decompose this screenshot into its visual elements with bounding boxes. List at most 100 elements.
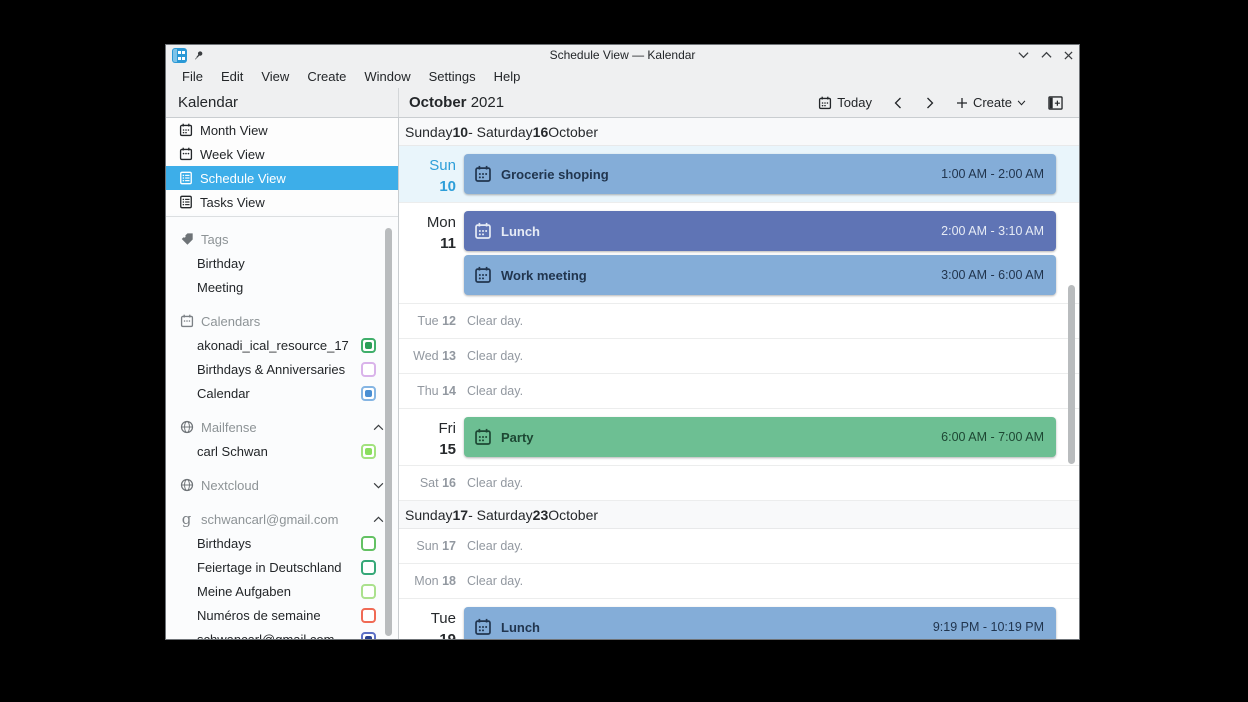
day-row-mon-11: Mon 11 Lunch 2:00 AM - 3:10 AM	[399, 203, 1079, 304]
header-bar: Kalendar October 2021 Today	[166, 88, 1079, 118]
clear-day-label: Clear day.	[467, 574, 524, 588]
day-row-thu-14: Thu 14 Clear day.	[399, 374, 1079, 409]
window-title: Schedule View — Kalendar	[549, 48, 696, 62]
calendar-item-birthdays[interactable]: Birthdays	[166, 531, 398, 555]
calendar-item-numeros[interactable]: Numéros de semaine	[166, 603, 398, 627]
minimize-button[interactable]	[1018, 51, 1029, 59]
event-title: Party	[501, 429, 534, 445]
menu-file[interactable]: File	[182, 69, 203, 84]
section-tags[interactable]: Tags	[166, 227, 398, 251]
sidebar-title: Kalendar	[166, 88, 399, 117]
week-header-text: Sunday	[405, 506, 453, 523]
menu-help[interactable]: Help	[493, 69, 521, 84]
calendar-label: Calendar	[197, 385, 250, 401]
today-button[interactable]: Today	[812, 92, 878, 113]
sidebar-item-schedule-view[interactable]: Schedule View	[166, 166, 398, 190]
chevron-right-icon	[927, 97, 934, 108]
calendar-item-birthdays-anniversaries[interactable]: Birthdays & Anniversaries	[166, 357, 398, 381]
menu-create[interactable]: Create	[307, 69, 347, 84]
schedule-scrollbar[interactable]	[1068, 285, 1075, 464]
sidebar-item-label: Week View	[200, 146, 265, 162]
tag-item-meeting[interactable]: Meeting	[166, 275, 398, 299]
panel-icon	[1048, 95, 1063, 110]
tag-item-birthday[interactable]: Birthday	[166, 251, 398, 275]
event-title: Lunch	[501, 223, 540, 239]
calendar-item-akonadi[interactable]: akonadi_ical_resource_17	[166, 333, 398, 357]
chevron-up-icon[interactable]	[373, 515, 384, 523]
kalendar-window: Schedule View — Kalendar File Edit View …	[165, 44, 1080, 640]
clear-day-label: Clear day.	[467, 384, 524, 398]
section-mailfense[interactable]: Mailfense	[166, 415, 398, 439]
section-calendars[interactable]: Calendars	[166, 309, 398, 333]
calendar-label: carl Schwan	[197, 443, 268, 459]
chevron-up-icon[interactable]	[373, 423, 384, 431]
checkbox-checked[interactable]	[361, 337, 376, 353]
day-label: Sat 16	[419, 476, 456, 490]
event-work-meeting[interactable]: Work meeting 3:00 AM - 6:00 AM	[464, 255, 1056, 295]
calendar-label: Feiertage in Deutschland	[197, 559, 342, 575]
event-time: 9:19 PM - 10:19 PM	[932, 620, 1044, 634]
calendar-item-calendar[interactable]: Calendar	[166, 381, 398, 405]
checkbox-checked[interactable]	[361, 385, 376, 401]
day-row-sun-17: Sun 17 Clear day.	[399, 529, 1079, 564]
sidebar-item-tasks-view[interactable]: Tasks View	[166, 190, 398, 214]
day-label: Thu 14	[417, 384, 456, 398]
pin-icon[interactable]	[191, 47, 206, 62]
day-row-wed-13: Wed 13 Clear day.	[399, 339, 1079, 374]
toolbar: Today Create	[812, 92, 1071, 113]
checkbox-checked[interactable]	[361, 631, 376, 639]
calendar-item-feiertage[interactable]: Feiertage in Deutschland	[166, 555, 398, 579]
day-label: Sun 10	[429, 157, 456, 195]
plus-icon	[956, 97, 967, 108]
sidebar-item-month-view[interactable]: Month View	[166, 118, 398, 142]
week-view-icon	[179, 147, 193, 161]
section-google-account[interactable]: g schwancarl@gmail.com	[166, 507, 398, 531]
checkbox-unchecked[interactable]	[361, 583, 376, 599]
calendar-icon	[818, 96, 832, 110]
create-label: Create	[972, 95, 1012, 110]
section-title: Tags	[201, 231, 229, 247]
next-button[interactable]	[918, 94, 942, 112]
section-nextcloud[interactable]: Nextcloud	[166, 473, 398, 497]
checkbox-checked[interactable]	[361, 443, 376, 459]
maximize-button[interactable]	[1041, 51, 1052, 59]
schedule-view: Sunday 10 - Saturday 16 October Sun 10 G…	[399, 118, 1079, 639]
week-header: Sunday 10 - Saturday 16 October	[399, 118, 1079, 146]
calendar-item-meine-aufgaben[interactable]: Meine Aufgaben	[166, 579, 398, 603]
day-row-mon-18: Mon 18 Clear day.	[399, 564, 1079, 599]
menu-view[interactable]: View	[261, 69, 290, 84]
toggle-panel-button[interactable]	[1040, 93, 1071, 113]
menu-settings[interactable]: Settings	[428, 69, 476, 84]
event-lunch[interactable]: Lunch 2:00 AM - 3:10 AM	[464, 211, 1056, 251]
day-row-fri-15: Fri 15 Party 6:00 AM - 7:00 AM	[399, 409, 1079, 466]
previous-button[interactable]	[886, 94, 910, 112]
calendar-item-schwancarl-gmail[interactable]: schwancarl@gmail.com	[166, 627, 398, 639]
checkbox-unchecked[interactable]	[361, 559, 376, 575]
sidebar-item-week-view[interactable]: Week View	[166, 142, 398, 166]
create-button[interactable]: Create	[950, 92, 1032, 113]
clear-day-label: Clear day.	[467, 314, 524, 328]
event-time: 3:00 AM - 6:00 AM	[941, 268, 1044, 282]
event-grocerie-shoping[interactable]: Grocerie shoping 1:00 AM - 2:00 AM	[464, 154, 1056, 194]
chevron-down-icon[interactable]	[373, 482, 384, 489]
google-icon: g	[181, 509, 192, 528]
event-lunch[interactable]: Lunch 9:19 PM - 10:19 PM	[464, 607, 1056, 639]
event-party[interactable]: Party 6:00 AM - 7:00 AM	[464, 417, 1056, 457]
month-label: October	[409, 94, 467, 111]
page-title: October 2021	[409, 94, 504, 111]
day-label: Tue 19	[430, 610, 456, 639]
checkbox-unchecked[interactable]	[361, 361, 376, 377]
calendar-icon	[474, 266, 492, 284]
sidebar-scrollbar[interactable]	[385, 228, 392, 636]
calendar-icon	[179, 314, 194, 328]
close-button[interactable]	[1064, 50, 1073, 60]
calendar-item-carl-schwan[interactable]: carl Schwan	[166, 439, 398, 463]
globe-icon	[179, 478, 194, 492]
menu-edit[interactable]: Edit	[220, 69, 244, 84]
menu-window[interactable]: Window	[364, 69, 411, 84]
section-title: Mailfense	[201, 419, 257, 435]
app-icon	[172, 47, 187, 63]
checkbox-unchecked[interactable]	[361, 535, 376, 551]
checkbox-unchecked[interactable]	[361, 607, 376, 623]
